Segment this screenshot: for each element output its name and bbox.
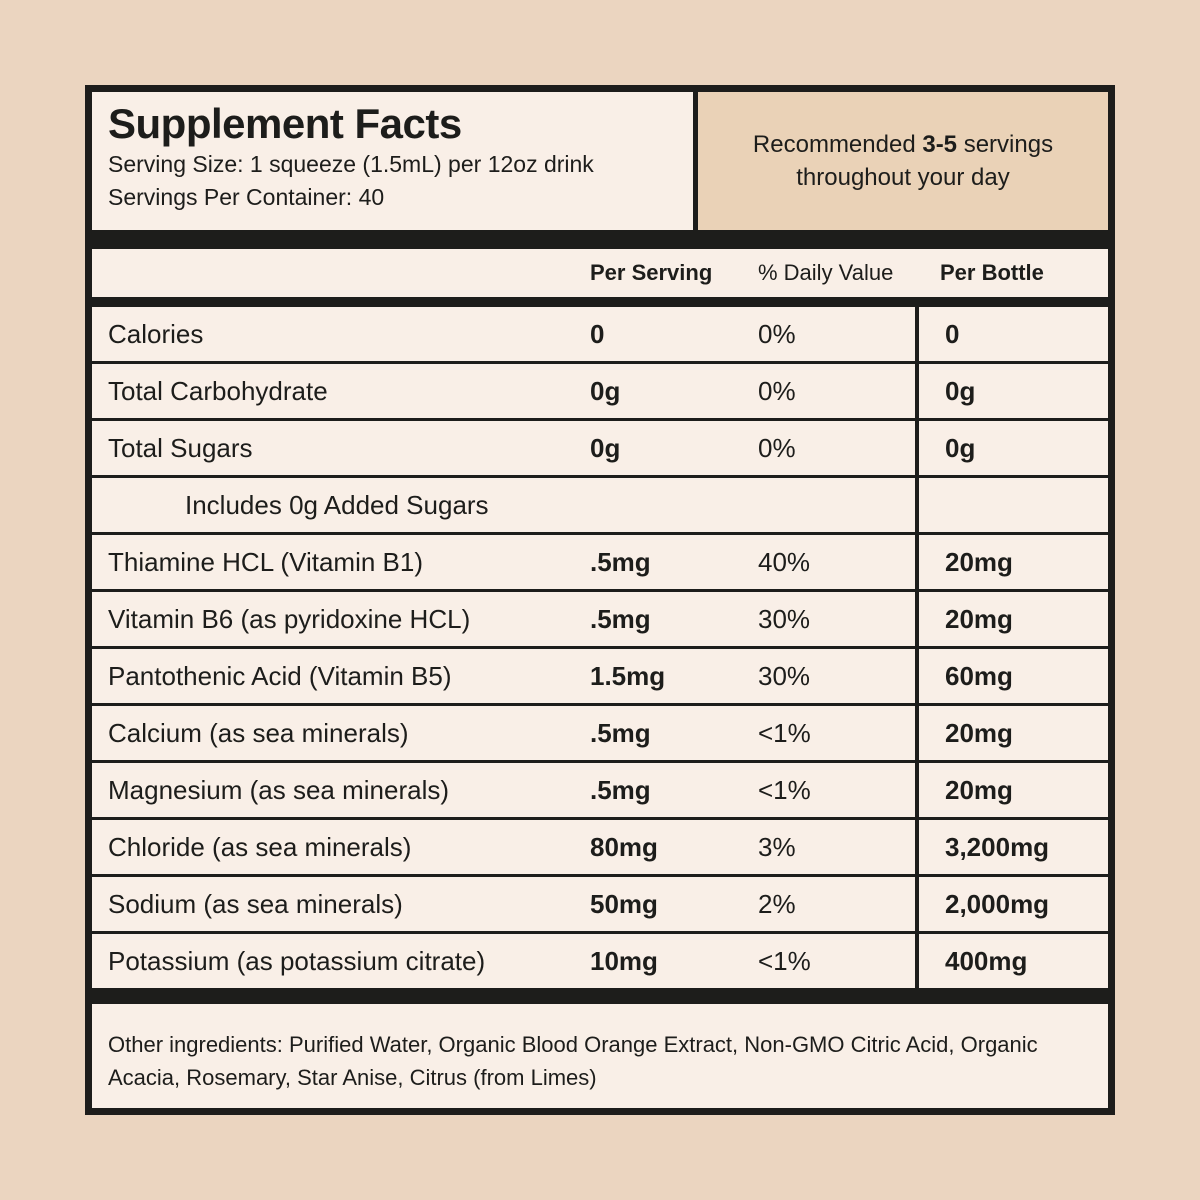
divider-bar-top [92,230,1108,249]
table-row: Pantothenic Acid (Vitamin B5) 1.5mg 30% … [92,649,1108,706]
table-row: Thiamine HCL (Vitamin B1) .5mg 40% 20mg [92,535,1108,592]
daily-value: <1% [758,774,811,805]
per-serving-value: 0g [590,432,621,463]
daily-value: 0% [758,375,796,406]
table-row: Calcium (as sea minerals) .5mg <1% 20mg [92,706,1108,763]
recommendation-suffix: servings throughout your day [796,131,1054,191]
row-label: Calcium (as sea minerals) [108,717,409,748]
header-left: Supplement Facts Serving Size: 1 squeeze… [92,92,693,230]
table-row: Vitamin B6 (as pyridoxine HCL) .5mg 30% … [92,592,1108,649]
column-header-per-serving: Per Serving [590,260,713,285]
footer-section: Other ingredients: Purified Water, Organ… [92,1004,1108,1094]
per-bottle-value: 60mg [915,649,1108,703]
header-section: Supplement Facts Serving Size: 1 squeeze… [92,92,1108,230]
per-serving-value: 0 [590,318,605,349]
per-serving-value: 50mg [590,888,658,919]
other-ingredients-text: Other ingredients: Purified Water, Organ… [108,1032,1038,1090]
table-row: Sodium (as sea minerals) 50mg 2% 2,000mg [92,877,1108,934]
per-serving-value: 0g [590,375,621,406]
table-row: Chloride (as sea minerals) 80mg 3% 3,200… [92,820,1108,877]
daily-value: 3% [758,831,796,862]
per-bottle-value: 20mg [915,706,1108,760]
column-header-row: Per Serving % Daily Value Per Bottle [92,249,1108,297]
per-serving-value: .5mg [590,546,651,577]
per-bottle-value: 3,200mg [915,820,1108,874]
daily-value: 30% [758,603,811,634]
per-serving-value: .5mg [590,603,651,634]
recommendation-servings-count: 3-5 [922,131,958,158]
daily-value [758,478,915,532]
daily-value: 2% [758,888,796,919]
table-row: Total Sugars 0g 0% 0g [92,421,1108,478]
per-bottle-value: 0 [915,307,1108,361]
column-header-per-bottle: Per Bottle [940,260,1044,285]
supplement-facts-panel: Supplement Facts Serving Size: 1 squeeze… [85,85,1115,1115]
recommendation-prefix: Recommended [752,131,923,158]
per-bottle-value: 20mg [915,535,1108,589]
divider-bar-column-headers [92,297,1108,307]
row-label: Thiamine HCL (Vitamin B1) [108,546,423,577]
row-label: Magnesium (as sea minerals) [108,774,450,805]
per-serving-value [590,478,758,532]
per-serving-value: .5mg [590,774,651,805]
row-label: Total Carbohydrate [108,375,328,406]
per-bottle-value: 20mg [915,592,1108,646]
table-row: Magnesium (as sea minerals) .5mg <1% 20m… [92,763,1108,820]
per-bottle-value: 400mg [915,934,1108,988]
column-header-daily-value: % Daily Value [758,260,894,285]
row-label: Total Sugars [108,432,253,463]
daily-value: 30% [758,660,811,691]
row-label: Includes 0g Added Sugars [185,489,489,520]
per-serving-value: .5mg [590,717,651,748]
table-row: Calories 0 0% 0 [92,307,1108,364]
table-row: Includes 0g Added Sugars [92,478,1108,535]
divider-bar-bottom [92,988,1108,1004]
row-label: Sodium (as sea minerals) [108,888,403,919]
daily-value: 40% [758,546,811,577]
facts-table: Calories 0 0% 0 Total Carbohydrate 0g 0%… [92,307,1108,988]
daily-value: <1% [758,717,811,748]
per-serving-value: 1.5mg [590,660,666,691]
row-label: Chloride (as sea minerals) [108,831,412,862]
per-bottle-value [915,478,1108,532]
per-serving-value: 10mg [590,945,658,976]
recommendation-text: Recommended 3-5 servings throughout your… [732,128,1074,194]
page-title: Supplement Facts [108,100,462,147]
row-label: Calories [108,318,204,349]
table-row: Potassium (as potassium citrate) 10mg <1… [92,934,1108,988]
serving-size-text: Serving Size: 1 squeeze (1.5mL) per 12oz… [108,151,594,177]
per-bottle-value: 20mg [915,763,1108,817]
daily-value: 0% [758,318,796,349]
row-label: Pantothenic Acid (Vitamin B5) [108,660,452,691]
table-row: Total Carbohydrate 0g 0% 0g [92,364,1108,421]
row-label: Potassium (as potassium citrate) [108,945,486,976]
row-label: Vitamin B6 (as pyridoxine HCL) [108,603,471,634]
per-bottle-value: 2,000mg [915,877,1108,931]
per-bottle-value: 0g [915,364,1108,418]
per-serving-value: 80mg [590,831,658,862]
daily-value: <1% [758,945,811,976]
recommendation-box: Recommended 3-5 servings throughout your… [693,92,1108,230]
per-bottle-value: 0g [915,421,1108,475]
daily-value: 0% [758,432,796,463]
servings-per-container-text: Servings Per Container: 40 [108,184,385,210]
